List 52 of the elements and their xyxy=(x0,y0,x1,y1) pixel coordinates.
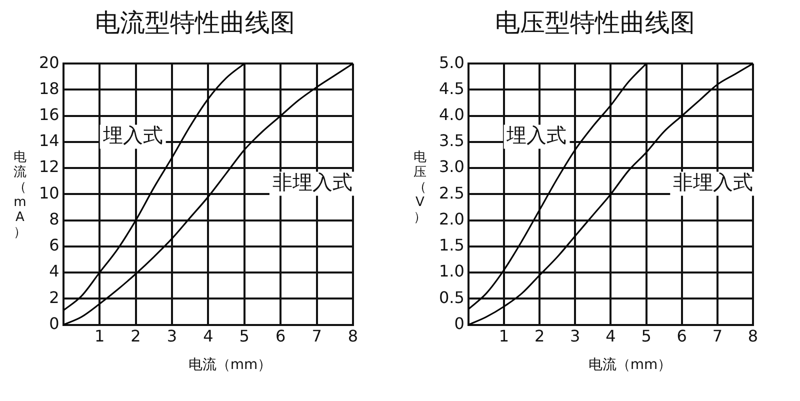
y-tick-label: 0 xyxy=(454,314,464,333)
x-tick-label: 3 xyxy=(166,326,178,346)
x-tick-label: 6 xyxy=(676,326,687,346)
chart-title: 电压型特性曲线图 xyxy=(494,7,696,39)
annotation: 埋入式 xyxy=(506,122,567,147)
y-tick-label: 20 xyxy=(39,52,60,72)
line-series xyxy=(63,64,353,325)
y-axis-title: 电流（mA） xyxy=(12,150,28,240)
y-tick-label: 2 xyxy=(49,288,60,307)
x-tick-label: 4 xyxy=(606,326,616,346)
y-tick-label: 4.0 xyxy=(438,104,464,124)
y-tick-label: 2.0 xyxy=(438,209,464,228)
x-tick-label: 5 xyxy=(239,326,250,346)
x-tick-label: 7 xyxy=(712,326,723,346)
y-tick-label: 3.5 xyxy=(438,131,464,150)
line-series xyxy=(468,64,753,325)
y-tick-label: 12 xyxy=(39,157,60,176)
x-tick-label: 8 xyxy=(348,326,358,346)
x-axis-title: 电流（mm） xyxy=(187,356,273,374)
y-tick-label: 4 xyxy=(49,262,60,281)
y-tick-label: 16 xyxy=(39,104,60,124)
x-tick-label: 1 xyxy=(94,326,105,346)
x-tick-label: 1 xyxy=(498,326,510,346)
y-axis-title: 电压（V） xyxy=(412,150,428,225)
y-tick-label: 8 xyxy=(49,209,60,228)
x-axis-title: 电流（mm） xyxy=(587,356,673,374)
x-tick-label: 5 xyxy=(641,326,652,346)
y-tick-label: 0.5 xyxy=(438,288,464,307)
y-tick-label: 3.0 xyxy=(438,157,464,176)
x-tick-label: 7 xyxy=(312,326,322,346)
x-tick-label: 4 xyxy=(203,326,214,346)
y-tick-label: 1.5 xyxy=(438,236,464,255)
y-tick-label: 0 xyxy=(49,314,60,333)
annotation: 非埋入式 xyxy=(272,170,352,194)
line-series xyxy=(468,64,648,310)
x-tick-label: 8 xyxy=(748,326,758,346)
y-tick-label: 4.5 xyxy=(438,78,464,98)
annotation: 非埋入式 xyxy=(673,170,754,194)
x-tick-label: 2 xyxy=(534,326,545,346)
y-tick-label: 6 xyxy=(49,236,60,255)
annotation: 埋入式 xyxy=(102,122,163,147)
y-tick-label: 1.0 xyxy=(438,262,464,281)
x-tick-label: 6 xyxy=(275,326,286,346)
x-tick-label: 2 xyxy=(130,326,141,346)
y-tick-label: 18 xyxy=(39,78,60,98)
line-series xyxy=(63,64,246,312)
y-tick-label: 2.5 xyxy=(438,183,464,202)
x-tick-label: 3 xyxy=(570,326,580,346)
chart-title: 电流型特性曲线图 xyxy=(94,7,296,39)
y-tick-label: 5.0 xyxy=(438,52,464,72)
y-tick-label: 14 xyxy=(39,131,60,150)
y-tick-label: 10 xyxy=(39,183,60,202)
